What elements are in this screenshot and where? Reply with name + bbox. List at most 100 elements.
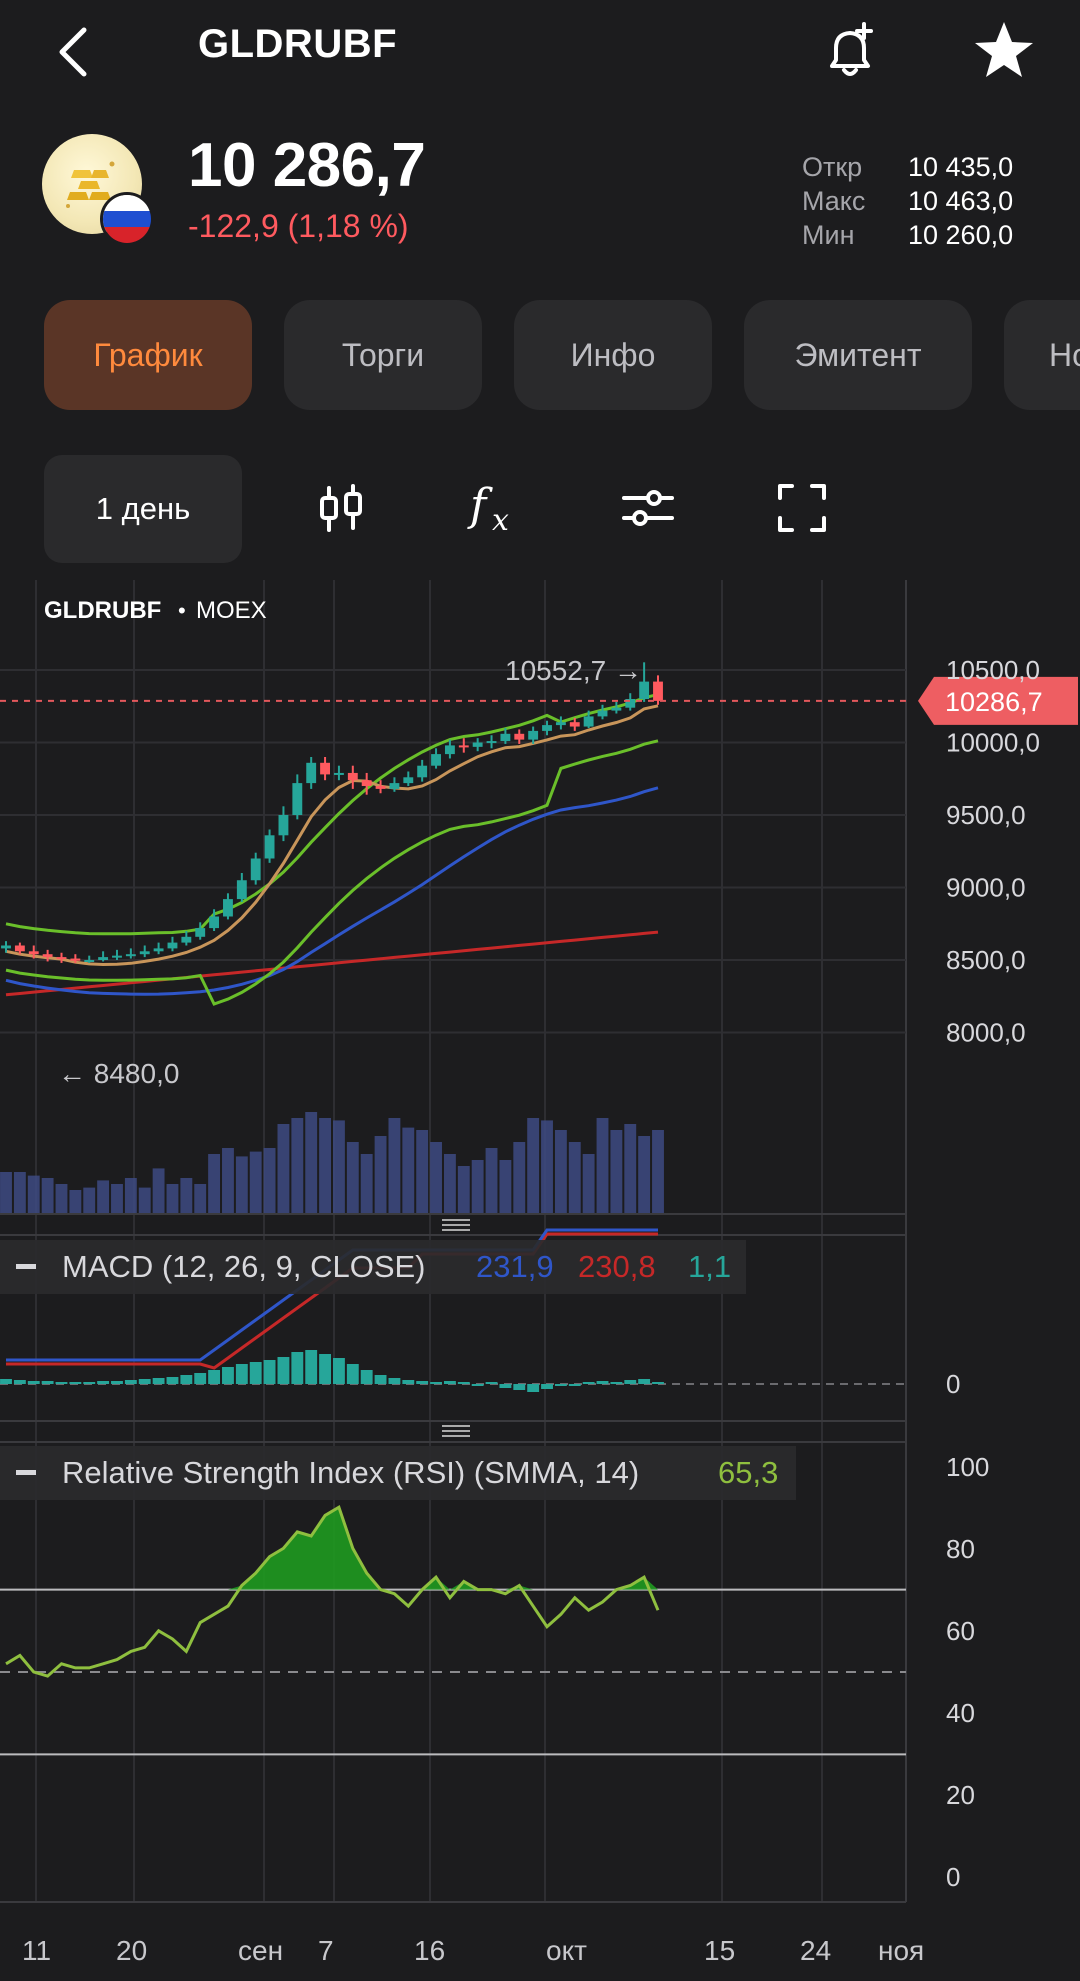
- volume-bar: [69, 1190, 82, 1214]
- rsi-legend-bg: [0, 1446, 796, 1500]
- candle-body: [403, 777, 414, 784]
- macd-histogram-bar: [638, 1379, 651, 1384]
- collapse-icon[interactable]: [16, 1264, 36, 1269]
- pane-drag-handle[interactable]: [442, 1425, 470, 1437]
- y-label: 9000,0: [946, 873, 1026, 903]
- candle-body: [639, 681, 650, 699]
- candle-body: [1, 945, 11, 949]
- macd-legend-bg: [0, 1240, 746, 1294]
- candle-body: [500, 733, 511, 742]
- chart-type-button[interactable]: [305, 472, 377, 544]
- macd-histogram-bar: [610, 1382, 623, 1384]
- stat-label: Мин: [802, 220, 855, 250]
- macd-value: 231,9: [476, 1249, 554, 1284]
- volume-bar: [513, 1142, 526, 1214]
- macd-histogram-bar: [582, 1382, 595, 1384]
- stat-value: 10 260,0: [908, 220, 1014, 250]
- stat-value: 10 435,0: [908, 152, 1014, 182]
- tab-chart[interactable]: График: [44, 300, 252, 410]
- ma-mid-line: [5, 786, 659, 996]
- candle-body: [389, 783, 400, 789]
- rsi-label: Relative Strength Index (RSI) (SMMA, 14): [62, 1455, 639, 1490]
- candle-body: [264, 835, 275, 859]
- indicators-button[interactable]: f x: [458, 472, 530, 544]
- macd-histogram-bar: [83, 1382, 96, 1384]
- macd-histogram-bar: [13, 1380, 26, 1384]
- volume-bar: [499, 1160, 512, 1214]
- candle-body: [514, 733, 525, 740]
- fullscreen-button[interactable]: [766, 472, 838, 544]
- macd-histogram-bar: [485, 1382, 498, 1384]
- volume-bar: [111, 1184, 123, 1214]
- volume-bar: [568, 1142, 581, 1214]
- x-label: 20: [116, 1935, 147, 1966]
- candle-body: [361, 780, 372, 786]
- candle-body: [653, 681, 663, 701]
- russia-flag-icon: [103, 195, 151, 243]
- stat-high: Макс 10 463,0: [802, 184, 1013, 218]
- stat-low: Мин 10 260,0: [802, 218, 1013, 252]
- macd-histogram-bar: [180, 1375, 193, 1384]
- candle-body: [583, 716, 594, 727]
- volume-bar: [360, 1154, 373, 1214]
- volume-bar: [194, 1184, 207, 1214]
- tab-issuer[interactable]: Эмитент: [744, 300, 972, 410]
- indicator-lines: [5, 692, 659, 1006]
- macd-histogram-bar: [305, 1350, 318, 1384]
- macd-histogram-bar: [138, 1379, 151, 1384]
- rsi-y-label: 60: [946, 1616, 975, 1646]
- volume-bar: [416, 1130, 429, 1214]
- volume-bar: [402, 1127, 415, 1214]
- chart-exchange: MOEX: [196, 597, 267, 624]
- rsi-y-label: 20: [946, 1780, 975, 1810]
- candle-body: [597, 710, 608, 717]
- volume-bar: [471, 1160, 484, 1214]
- candle-body: [250, 858, 261, 881]
- pane-drag-handle[interactable]: [442, 1219, 470, 1231]
- macd-label: MACD (12, 26, 9, CLOSE): [62, 1249, 426, 1284]
- price-axis: 10500,0 10000,0 9500,0 9000,0 8500,0 800…: [946, 655, 1040, 1048]
- candle-body: [611, 707, 622, 711]
- candle-body: [195, 928, 206, 937]
- country-flag: [100, 192, 154, 246]
- macd-histogram-bar: [194, 1373, 207, 1384]
- favorite-button[interactable]: [972, 18, 1036, 82]
- tab-trades[interactable]: Торги: [284, 300, 482, 410]
- candle-body: [486, 741, 497, 744]
- tab-info[interactable]: Инфо: [514, 300, 712, 410]
- macd-histogram-bar: [402, 1380, 415, 1384]
- candle-body: [98, 957, 109, 960]
- volume-bar: [582, 1154, 595, 1214]
- volume-bar: [388, 1118, 401, 1214]
- period-selector[interactable]: 1 день: [44, 455, 242, 563]
- chart-settings-button[interactable]: [612, 472, 684, 544]
- bollinger-upper-line: [5, 692, 659, 936]
- candle-body: [112, 955, 122, 958]
- volume-bar: [13, 1172, 26, 1214]
- macd-hist-value: 1,1: [688, 1249, 731, 1284]
- macd-histogram-bar: [333, 1358, 345, 1384]
- candle-body: [236, 880, 247, 900]
- collapse-icon[interactable]: [16, 1470, 36, 1475]
- macd-histogram-bar: [41, 1381, 54, 1384]
- candle-body: [42, 954, 53, 958]
- add-alert-button[interactable]: [818, 20, 882, 84]
- sliders-icon: [622, 490, 674, 526]
- volume-bar: [0, 1172, 12, 1214]
- chart-symbol: GLDRUBF: [44, 597, 161, 624]
- volume-bar: [527, 1118, 540, 1214]
- macd-histogram-bar: [346, 1364, 359, 1384]
- volume-bar: [430, 1142, 442, 1214]
- stat-label: Откр: [802, 152, 863, 182]
- tab-news[interactable]: Но: [1004, 300, 1080, 410]
- candle-body: [472, 742, 483, 747]
- price-chart[interactable]: GLDRUBF • MOEX 10286,7 10552,7 → ← 8480,…: [0, 580, 1080, 1981]
- macd-histogram-bar: [568, 1384, 581, 1386]
- candle-body: [334, 772, 344, 775]
- y-label: 10500,0: [946, 655, 1040, 685]
- high-marker: 10552,7 →: [505, 655, 642, 686]
- macd-histogram-bar: [152, 1378, 165, 1384]
- back-button[interactable]: [50, 22, 100, 82]
- time-axis: 11 20 сен 7 16 окт 15 24 ноя: [22, 1935, 924, 1966]
- bollinger-lower-line: [5, 739, 659, 1006]
